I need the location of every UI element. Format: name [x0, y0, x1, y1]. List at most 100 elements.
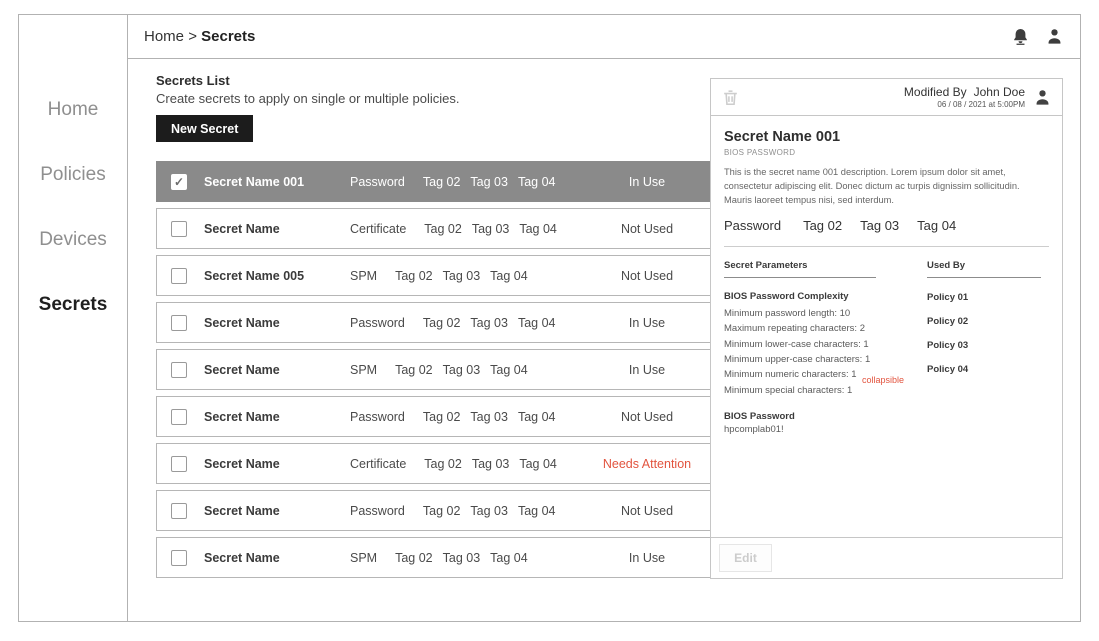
- sidebar-item-home[interactable]: Home: [47, 98, 99, 120]
- secret-row[interactable]: Secret Name 005 SPM Tag 02 Tag 03 Tag 04 Not …: [156, 255, 714, 296]
- modified-by-label: Modified By: [903, 84, 967, 99]
- secret-row-name: Secret Name: [204, 456, 280, 471]
- secret-row-tag: Tag 04: [519, 221, 557, 236]
- secret-row[interactable]: Secret Name Certificate Tag 02 Tag 03 Tag 04…: [156, 443, 714, 484]
- list-title: Secrets List: [156, 73, 230, 88]
- secret-row-status: Not Used: [620, 409, 674, 424]
- secret-row-tag: Tag 02: [424, 221, 462, 236]
- new-secret-button[interactable]: New Secret: [156, 115, 254, 142]
- bios-password-title: BIOS Password: [724, 411, 795, 423]
- secret-row-tag: Tag 03: [470, 315, 508, 330]
- secret-row-name: Secret Name: [204, 221, 280, 236]
- secret-row-tag: Tag 02: [395, 550, 433, 565]
- used-by-policy[interactable]: Policy 03: [927, 339, 969, 351]
- secret-row-name: Secret Name: [204, 550, 280, 565]
- secret-row-tag: Tag 03: [442, 550, 481, 565]
- secret-row-tag: Tag 02: [395, 268, 433, 283]
- sidebar-item-devices[interactable]: Devices: [39, 228, 107, 250]
- secret-row-type: Certificate: [350, 221, 407, 236]
- detail-tag: Tag 04: [917, 217, 957, 233]
- main-content: Secrets List Create secrets to apply on …: [128, 59, 1080, 621]
- modified-by: Modified By John Doe 06 / 08 / 2021 at 5:…: [904, 85, 1025, 110]
- secret-row-type: SPM: [350, 550, 378, 565]
- secret-row-name: Secret Name: [204, 409, 280, 424]
- modified-date: 06 / 08 / 2021 at 5:00PM: [937, 99, 1025, 109]
- secret-row-status: In Use: [628, 362, 666, 377]
- detail-footer: Edit: [711, 537, 1062, 578]
- edit-button[interactable]: Edit: [719, 544, 772, 572]
- secret-row-tag: Tag 04: [519, 456, 557, 471]
- secret-row-name: Secret Name 005: [204, 268, 305, 283]
- secret-row-type: Password: [350, 315, 405, 330]
- used-by-policy[interactable]: Policy 02: [927, 315, 969, 327]
- row-checkbox[interactable]: [171, 408, 187, 425]
- sidebar-item-secrets[interactable]: Secrets: [38, 293, 108, 315]
- secret-row-name: Secret Name 001: [204, 174, 305, 189]
- secret-row-type: Password: [350, 409, 405, 424]
- secret-row-tag: Tag 03: [442, 362, 481, 377]
- sidebar-item-policies[interactable]: Policies: [40, 163, 106, 185]
- bell-icon[interactable]: [1011, 27, 1030, 46]
- row-checkbox[interactable]: [171, 267, 187, 284]
- secret-row-tag: Tag 02: [422, 174, 461, 189]
- secret-row[interactable]: Secret Name Password Tag 02 Tag 03 Tag 04 Not…: [156, 490, 714, 531]
- secret-row-tag: Tag 04: [490, 362, 528, 377]
- secret-row-tag: Tag 04: [517, 174, 556, 189]
- complexity-item: Minimum upper-case characters: 1: [724, 353, 871, 365]
- secret-row-status: In Use: [628, 550, 666, 565]
- detail-tag: Tag 03: [860, 217, 900, 233]
- secret-row-type: Password: [350, 503, 405, 518]
- row-checkbox[interactable]: [171, 220, 187, 237]
- row-checkbox[interactable]: [171, 549, 187, 566]
- secret-row-tag: Tag 02: [422, 409, 461, 424]
- secret-row-status: In Use: [628, 174, 666, 189]
- bios-password-value: hpcomplab01!: [724, 424, 784, 436]
- modified-by-user-icon: [1033, 88, 1052, 107]
- secret-row-tag: Tag 03: [471, 221, 510, 236]
- parameters-header: Secret Parameters: [724, 260, 876, 278]
- secret-row-tag: Tag 02: [422, 315, 461, 330]
- row-checkbox[interactable]: [171, 314, 187, 331]
- secret-row-type: Certificate: [350, 456, 407, 471]
- detail-tag: Tag 02: [803, 217, 843, 233]
- secret-row-status: Not Used: [620, 503, 674, 518]
- secret-row[interactable]: Secret Name SPM Tag 02 Tag 03 Tag 04 In Use: [156, 349, 714, 390]
- secret-row-status: Needs Attention: [602, 456, 692, 471]
- complexity-item: Minimum numeric characters: 1 collapsible: [724, 367, 927, 385]
- trash-icon[interactable]: [721, 88, 740, 107]
- topbar: Home > Secrets: [128, 15, 1080, 59]
- user-icon[interactable]: [1045, 27, 1064, 46]
- secret-row-tag: Tag 03: [471, 456, 510, 471]
- breadcrumb-current: Secrets: [201, 28, 256, 45]
- row-checkbox[interactable]: [171, 502, 187, 519]
- secret-row-tag: Tag 03: [442, 268, 481, 283]
- row-checkbox[interactable]: [171, 361, 187, 378]
- row-checkbox[interactable]: ✓: [171, 173, 187, 190]
- sidebar-nav: Home Policies Devices Secrets: [19, 15, 128, 621]
- secret-row-tag: Tag 04: [517, 409, 556, 424]
- row-checkbox[interactable]: [171, 455, 187, 472]
- secret-row-name: Secret Name: [204, 315, 280, 330]
- secret-row-status: Not Used: [620, 221, 674, 236]
- complexity-item: Maximum repeating characters: 2: [724, 323, 865, 335]
- secret-row-tag: Tag 04: [490, 550, 528, 565]
- list-subtitle: Create secrets to apply on single or mul…: [156, 91, 460, 106]
- secret-row[interactable]: Secret Name Password Tag 02 Tag 03 Tag 04 Not…: [156, 396, 714, 437]
- collapsible-label[interactable]: collapsible: [862, 375, 905, 386]
- secret-row[interactable]: Secret Name Password Tag 02 Tag 03 Tag 04 In …: [156, 302, 714, 343]
- used-by-policy[interactable]: Policy 01: [927, 291, 969, 303]
- detail-description: This is the secret name 001 description.…: [724, 167, 1020, 205]
- detail-header: Modified By John Doe 06 / 08 / 2021 at 5:…: [711, 79, 1062, 116]
- secret-row-tag: Tag 02: [395, 362, 433, 377]
- secret-row-tag: Tag 04: [517, 315, 556, 330]
- secret-row[interactable]: Secret Name Certificate Tag 02 Tag 03 Tag 04…: [156, 208, 714, 249]
- complexity-item: Minimum lower-case characters: 1: [724, 338, 869, 350]
- breadcrumb-home[interactable]: Home: [144, 28, 185, 45]
- secret-row[interactable]: ✓ Secret Name 001 Password Tag 02 Tag 03 Tag …: [156, 161, 714, 202]
- secret-row[interactable]: Secret Name SPM Tag 02 Tag 03 Tag 04 In Use: [156, 537, 714, 578]
- secret-row-tag: Tag 03: [470, 503, 508, 518]
- used-by-header: Used By: [927, 260, 1041, 278]
- secret-parameters-column: Secret Parameters BIOS Password Complexi…: [724, 260, 927, 435]
- secret-row-tag: Tag 04: [490, 268, 528, 283]
- used-by-policy[interactable]: Policy 04: [927, 363, 969, 375]
